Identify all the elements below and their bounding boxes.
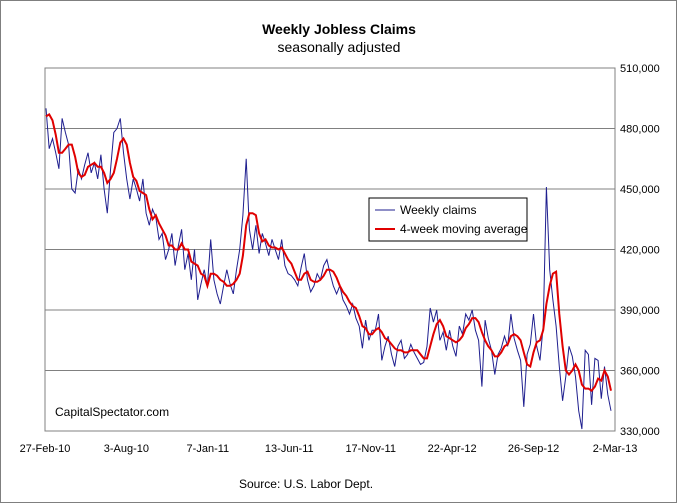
chart-title: Weekly Jobless Claims (262, 21, 416, 37)
x-tick-label: 17-Nov-11 (345, 443, 396, 455)
legend-label-weekly-claims: Weekly claims (400, 203, 476, 217)
x-tick-label: 26-Sep-12 (508, 443, 559, 455)
plot-area-border (44, 67, 616, 432)
y-tick-label: 510,000 (620, 63, 660, 75)
y-tick-label: 450,000 (620, 184, 660, 196)
legend-box (368, 197, 528, 242)
y-tick-label: 420,000 (620, 245, 660, 257)
y-tick-label: 360,000 (620, 366, 660, 378)
x-tick-label: 22-Apr-12 (428, 443, 477, 455)
legend: Weekly claims 4-week moving average (368, 197, 528, 242)
x-axis-labels: 27-Feb-10 3-Aug-10 7-Jan-11 13-Jun-11 17-Nov… (20, 443, 638, 455)
y-tick-label: 390,000 (620, 305, 660, 317)
y-axis-labels: 330,000 360,000 390,000 420,000 450,000 480,0… (620, 63, 660, 438)
y-tick-label: 480,000 (620, 124, 660, 136)
series-line-weekly-claims (45, 108, 612, 430)
watermark: CapitalSpectator.com (55, 405, 169, 419)
y-tick-label: 330,000 (620, 426, 660, 438)
x-tick-label: 7-Jan-11 (187, 443, 230, 455)
x-tick-label: 2-Mar-13 (593, 443, 638, 455)
x-tick-label: 3-Aug-10 (104, 443, 149, 455)
legend-label-4-week-moving-average: 4-week moving average (400, 222, 528, 236)
chart-subtitle: seasonally adjusted (278, 39, 401, 55)
x-tick-label: 13-Jun-11 (265, 443, 314, 455)
x-tick-label: 27-Feb-10 (20, 443, 71, 455)
source-note: Source: U.S. Labor Dept. (239, 477, 373, 491)
series-line-4-week-moving-average (45, 112, 612, 393)
